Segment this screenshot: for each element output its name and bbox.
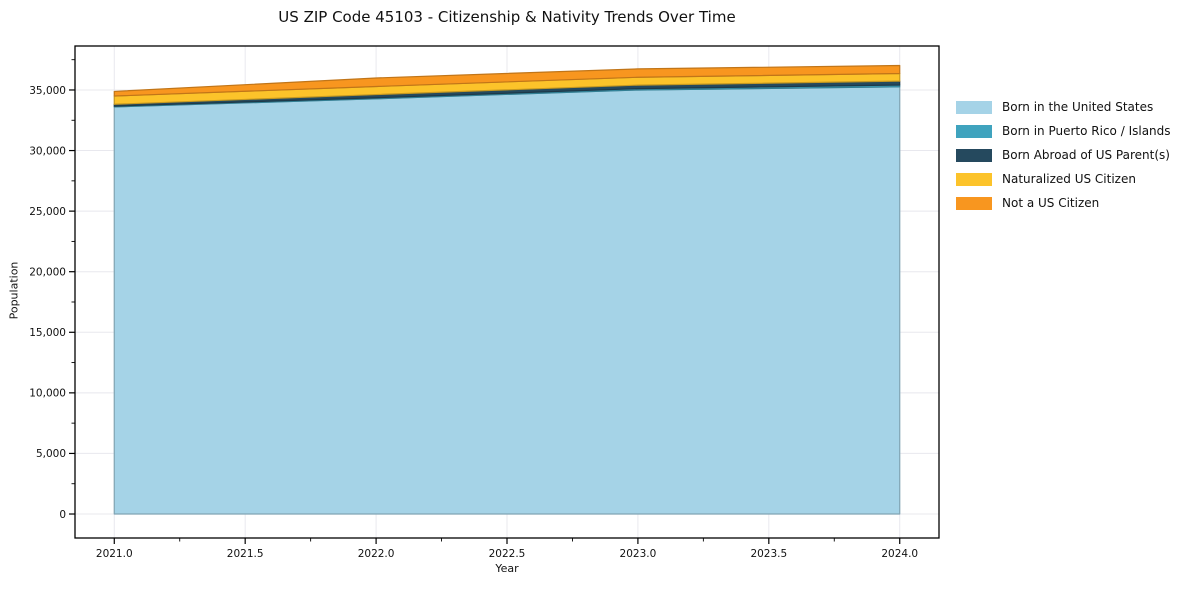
legend-swatch [956, 196, 992, 210]
x-tick-label: 2022.0 [358, 548, 395, 560]
y-tick-label: 30,000 [29, 145, 66, 157]
legend-item: Naturalized US Citizen [956, 172, 1171, 186]
y-tick-label: 25,000 [29, 206, 66, 218]
legend-label: Born Abroad of US Parent(s) [1002, 148, 1170, 162]
x-tick-label: 2021.5 [227, 548, 264, 560]
legend-label: Not a US Citizen [1002, 196, 1100, 210]
x-tick-label: 2023.5 [750, 548, 787, 560]
y-tick-label: 20,000 [29, 267, 66, 279]
legend-swatch [956, 100, 992, 114]
x-tick-label: 2024.0 [881, 548, 918, 560]
y-tick-label: 10,000 [29, 388, 66, 400]
y-tick-label: 5,000 [36, 448, 66, 460]
legend: Born in the United States Born in Puerto … [956, 100, 1171, 220]
legend-label: Born in Puerto Rico / Islands [1002, 124, 1171, 138]
area-layer-5 [113, 64, 901, 97]
y-tick-label: 15,000 [29, 327, 66, 339]
legend-swatch [956, 124, 992, 138]
chart-title: US ZIP Code 45103 - Citizenship & Nativi… [278, 8, 736, 26]
legend-item: Not a US Citizen [956, 196, 1171, 210]
x-tick-label: 2023.0 [620, 548, 657, 560]
legend-swatch [956, 148, 992, 162]
area-layer-1 [113, 86, 901, 515]
legend-swatch [956, 172, 992, 186]
legend-label: Naturalized US Citizen [1002, 172, 1136, 186]
y-axis-label: Population [7, 261, 21, 320]
x-tick-label: 2021.0 [96, 548, 133, 560]
x-axis-label: Year [495, 562, 519, 575]
y-tick-label: 35,000 [29, 85, 66, 97]
legend-label: Born in the United States [1002, 100, 1154, 114]
y-tick-label: 0 [59, 509, 66, 521]
legend-item: Born in Puerto Rico / Islands [956, 124, 1171, 138]
legend-item: Born in the United States [956, 100, 1171, 114]
legend-item: Born Abroad of US Parent(s) [956, 148, 1171, 162]
x-tick-label: 2022.5 [489, 548, 526, 560]
